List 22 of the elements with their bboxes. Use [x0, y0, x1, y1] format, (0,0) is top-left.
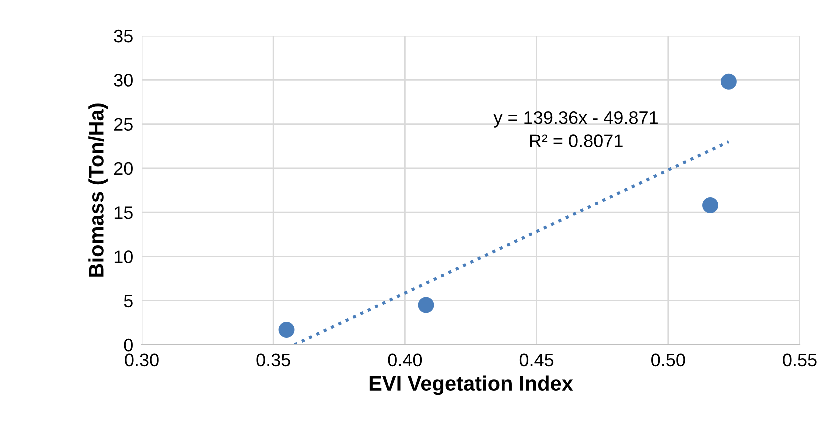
- point: [418, 297, 434, 314]
- point: [702, 198, 718, 214]
- y-tick-label: 15: [114, 206, 133, 220]
- annotation: R² = 0.8071: [530, 134, 623, 148]
- point: [720, 74, 737, 90]
- y-tick-label: 0: [124, 338, 133, 352]
- x-tick-label: 0.35: [256, 354, 290, 367]
- y-tick-label: 30: [114, 74, 133, 87]
- x-tick-label: 0.30: [125, 354, 159, 367]
- y-tick-label: 20: [114, 162, 133, 176]
- y-tick-label: 10: [114, 250, 133, 264]
- x-tick-label: 0.40: [388, 354, 422, 367]
- point: [278, 322, 295, 338]
- y-tick-label: 35: [114, 30, 133, 43]
- x-axis-title: EVI Vegetation Index: [370, 376, 574, 396]
- y-tick-label: 25: [114, 118, 133, 132]
- x-tick-label: 0.45: [520, 354, 554, 367]
- x-tick-label: 0.55: [783, 354, 817, 367]
- y-tick-label: 5: [124, 294, 133, 308]
- annotation: y = 139.36x - 49.871: [494, 111, 658, 128]
- x-tick-label: 0.50: [652, 354, 686, 367]
- y-axis-title: Biomass (Ton/Ha): [88, 104, 108, 277]
